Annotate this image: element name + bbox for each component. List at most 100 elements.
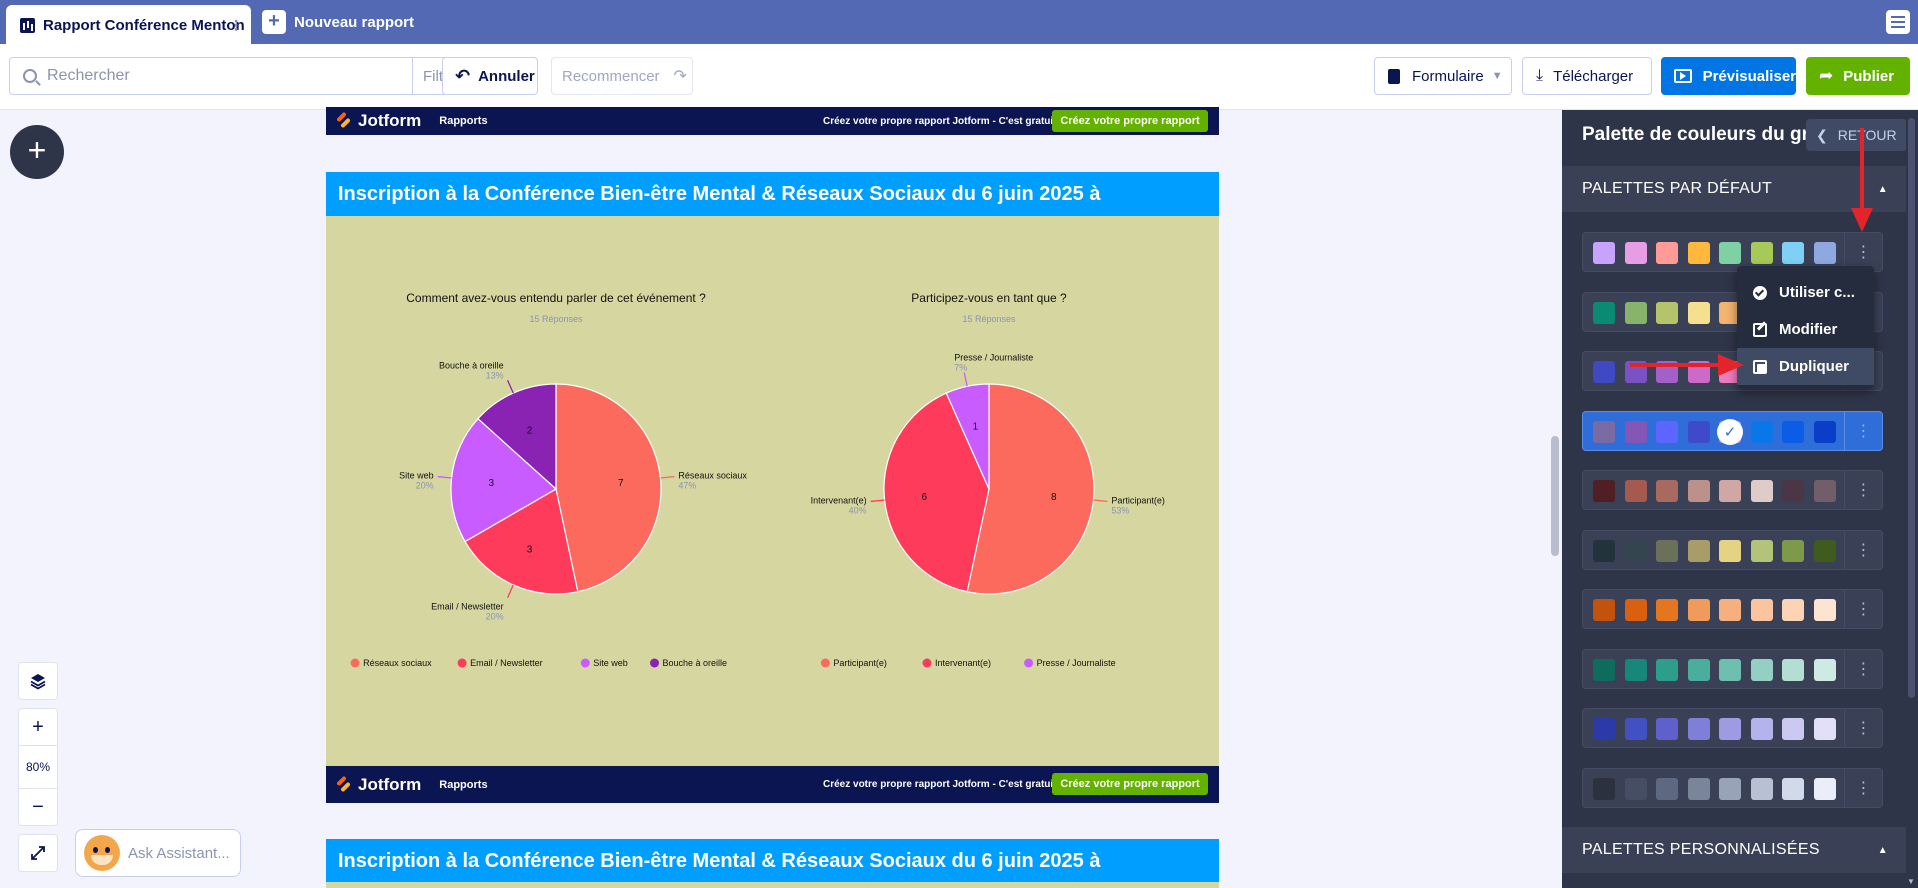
palette-row[interactable]: ⋮ <box>1582 470 1883 510</box>
ask-assistant-button[interactable]: Ask Assistant... <box>75 829 241 877</box>
color-swatch <box>1656 539 1678 562</box>
search-icon <box>23 69 37 83</box>
form-dropdown[interactable]: Formulaire ▼ <box>1374 57 1512 95</box>
color-swatch <box>1624 480 1647 502</box>
color-swatch <box>1782 539 1804 562</box>
back-label: RETOUR <box>1837 127 1897 143</box>
more-vertical-icon[interactable]: ⋮ <box>1844 471 1882 509</box>
zoom-in-button[interactable]: + <box>18 708 58 746</box>
undo-button[interactable]: ↶ Annuler <box>442 57 538 95</box>
slice-value-label: 7 <box>618 478 624 489</box>
new-report-tab[interactable]: + Nouveau rapport <box>262 10 414 34</box>
palette-row[interactable]: ⋮ <box>1582 648 1883 689</box>
more-vertical-icon[interactable]: ⋮ <box>1844 530 1882 569</box>
panel-scroll-thumb[interactable] <box>1908 118 1915 698</box>
banner-promo: Créez votre propre rapport Jotform - C'e… <box>823 779 1057 790</box>
palette-panel: Palette de couleurs du graphique ❮ RETOU… <box>1562 110 1918 888</box>
slice-percent-label: 47% <box>678 481 696 491</box>
palette-row[interactable]: ✓ ⋮ <box>1582 410 1883 451</box>
chart-subtitle: 15 Réponses <box>529 314 583 324</box>
chart-title: Participez-vous en tant que ? <box>911 291 1067 305</box>
menu-icon[interactable] <box>1886 10 1910 34</box>
slice-percent-label: 13% <box>486 370 504 380</box>
download-button[interactable]: ⤓ Télécharger <box>1522 57 1652 95</box>
color-swatch <box>1656 658 1678 681</box>
banner-cta-button[interactable]: Créez votre propre rapport <box>1052 110 1208 132</box>
menu-edit-label: Modifier <box>1779 321 1838 338</box>
search-input[interactable]: Rechercher <box>47 67 130 84</box>
default-palettes-header[interactable]: PALETTES PAR DÉFAUT ▲ <box>1562 166 1906 212</box>
copy-icon <box>1753 359 1767 374</box>
color-swatch <box>1687 420 1710 443</box>
selected-check-icon: ✓ <box>1717 418 1743 445</box>
color-swatch <box>1750 539 1773 562</box>
legend-marker <box>820 658 830 668</box>
preview-icon <box>1674 69 1692 83</box>
custom-palettes-header[interactable]: PALETTES PERSONNALISÉES ▲ <box>1562 827 1906 873</box>
layers-button[interactable] <box>18 662 58 700</box>
color-swatch <box>1750 242 1773 264</box>
preview-button[interactable]: Prévisualiser <box>1661 57 1796 95</box>
jotform-logo-icon <box>336 113 352 129</box>
color-swatch <box>1813 718 1836 740</box>
slice-leader-line <box>660 475 675 479</box>
charts-page[interactable]: Comment avez-vous entendu parler de cet … <box>326 216 1219 766</box>
slice-leader-line <box>963 372 968 387</box>
more-vertical-icon[interactable]: ⋮ <box>1844 590 1882 628</box>
palette-row[interactable]: ⋮ <box>1582 589 1883 629</box>
palette-row[interactable]: ⋮ <box>1582 767 1883 808</box>
tab-bar: Rapport Conférence Menton ⋮ + Nouveau ra… <box>0 0 1918 45</box>
color-swatch <box>1593 242 1615 264</box>
banner-subtitle: Rapports <box>439 778 488 791</box>
panel-scrollbar[interactable]: ▼ <box>1906 110 1918 888</box>
more-vertical-icon[interactable]: ⋮ <box>229 17 243 33</box>
color-swatch <box>1593 480 1615 502</box>
banner-cta-button[interactable]: Créez votre propre rapport <box>1052 773 1208 795</box>
canvas-scrollbar[interactable] <box>1548 110 1562 888</box>
add-element-button[interactable]: + <box>10 125 64 179</box>
color-swatch <box>1656 361 1678 383</box>
more-vertical-icon[interactable]: ⋮ <box>1844 233 1882 271</box>
slice-category-label: Participant(e) <box>1111 495 1165 505</box>
more-vertical-icon[interactable]: ⋮ <box>1844 768 1882 807</box>
publish-button[interactable]: ➦ Publier <box>1806 57 1910 95</box>
color-swatch <box>1750 777 1773 800</box>
color-swatch <box>1782 718 1804 740</box>
download-icon: ⤓ <box>1536 67 1544 84</box>
tab-report[interactable]: Rapport Conférence Menton ⋮ <box>6 5 251 45</box>
pie-slice <box>477 383 557 491</box>
more-vertical-icon[interactable]: ⋮ <box>1844 411 1882 450</box>
legend-label: Presse / Journaliste <box>1037 658 1116 668</box>
back-button[interactable]: ❮ RETOUR <box>1806 119 1907 151</box>
jotform-logo: Jotform <box>336 111 421 131</box>
share-arrow-icon: ➦ <box>1819 66 1834 85</box>
palette-row[interactable]: ⋮ <box>1582 708 1883 748</box>
more-vertical-icon[interactable]: ⋮ <box>1844 649 1882 688</box>
zoom-out-button[interactable]: − <box>18 788 58 826</box>
pie-slice <box>883 392 990 593</box>
menu-item-use[interactable]: Utiliser c... <box>1737 274 1874 311</box>
color-swatch <box>1687 718 1710 740</box>
redo-button[interactable]: Recommencer ↷ <box>551 57 693 95</box>
color-swatch <box>1593 658 1615 681</box>
search-field[interactable]: Rechercher Filtre <box>9 57 485 95</box>
chart-subtitle: 15 Réponses <box>962 314 1016 324</box>
toolbar: Rechercher Filtre ↶ Annuler Recommencer … <box>0 44 1918 110</box>
fullscreen-button[interactable] <box>18 834 58 872</box>
palette-row[interactable]: ⋮ <box>1582 529 1883 570</box>
undo-label: Annuler <box>478 67 535 85</box>
color-swatch <box>1593 718 1615 740</box>
color-swatch <box>1719 480 1741 502</box>
color-swatch <box>1813 777 1836 800</box>
slice-percent-label: 40% <box>849 505 867 515</box>
slice-leader-line <box>507 380 514 394</box>
more-vertical-icon[interactable]: ⋮ <box>1844 709 1882 747</box>
color-swatch <box>1719 301 1741 324</box>
palette-row[interactable]: ⋮ <box>1582 232 1883 272</box>
scroll-down-icon[interactable]: ▼ <box>1907 877 1915 886</box>
color-swatch <box>1624 599 1647 621</box>
canvas-scroll-thumb[interactable] <box>1551 436 1559 556</box>
menu-item-edit[interactable]: Modifier <box>1737 311 1874 348</box>
color-swatch <box>1656 420 1678 443</box>
menu-item-duplicate[interactable]: Dupliquer <box>1737 348 1874 385</box>
